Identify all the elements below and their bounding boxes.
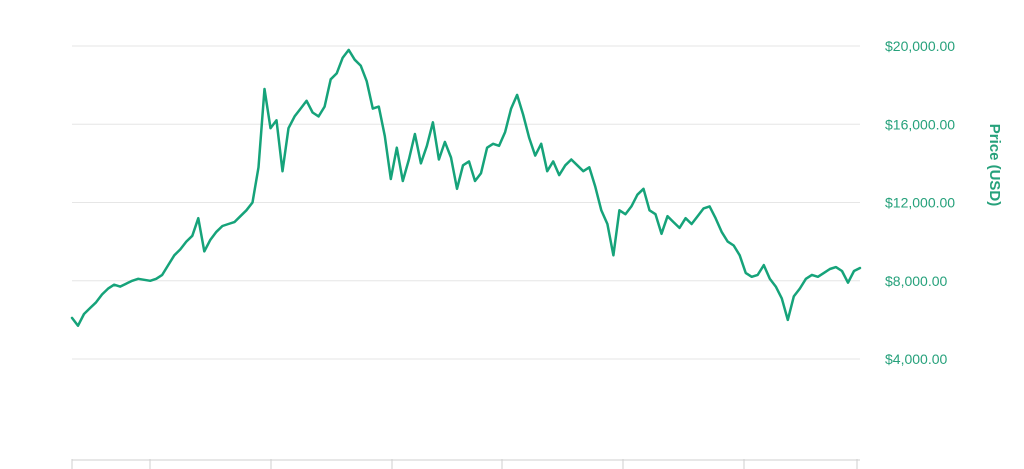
price-series-line	[70, 48, 862, 327]
price-line-layer	[70, 48, 862, 327]
y-axis-label: Price (USD)	[986, 124, 1003, 207]
y-tick-label-20000: $20,000.00	[885, 38, 955, 54]
y-tick-label-8000: $8,000.00	[885, 273, 947, 289]
y-tick-label-4000: $4,000.00	[885, 351, 947, 367]
grid-lines	[72, 45, 860, 360]
y-axis-tick-labels: $4,000.00 $8,000.00 $12,000.00 $16,000.00 $2…	[885, 38, 955, 367]
y-tick-label-16000: $16,000.00	[885, 116, 955, 132]
y-tick-label-12000: $12,000.00	[885, 195, 955, 211]
x-axis-ticks	[71, 459, 860, 469]
